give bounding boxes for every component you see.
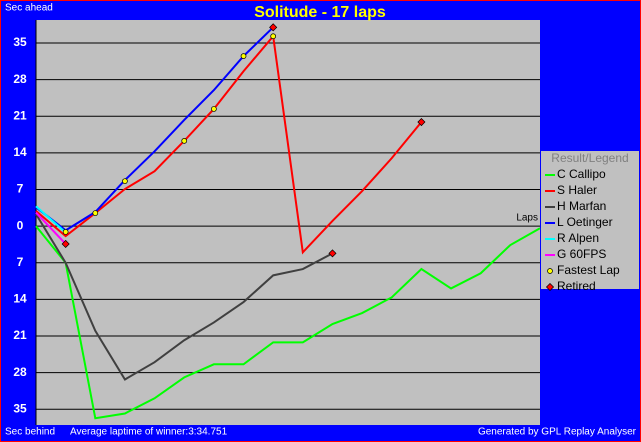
y-tick-label: 28 <box>13 365 27 379</box>
legend-label: G 60FPS <box>557 247 606 261</box>
legend-swatch <box>547 268 553 274</box>
retired-marker <box>61 239 70 248</box>
legend-box <box>541 151 639 289</box>
y-tick-label: 7 <box>17 182 24 196</box>
plot-area <box>36 20 540 425</box>
y-tick-label: 21 <box>13 108 27 122</box>
legend-title: Result/Legend <box>551 151 628 165</box>
retired-marker <box>417 118 426 127</box>
fastest-lap-marker <box>240 53 247 59</box>
legend-label: R Alpen <box>557 231 599 245</box>
y-tick-label: 0 <box>17 218 24 232</box>
y-tick-label: 35 <box>13 35 27 49</box>
series-line <box>35 205 67 234</box>
series-line <box>35 26 274 232</box>
footer-left: Average laptime of winner:3:34.751 <box>70 427 228 438</box>
y-label-top: Sec ahead <box>5 3 53 14</box>
fastest-lap-marker <box>211 106 217 112</box>
series-line <box>35 225 541 420</box>
series-line <box>35 213 333 381</box>
fastest-lap-marker <box>270 33 277 40</box>
x-axis-label: Laps <box>516 213 538 224</box>
y-label-bottom: Sec behind <box>5 427 55 438</box>
legend-label: S Haler <box>557 183 597 197</box>
y-tick-label: 28 <box>13 72 27 86</box>
fastest-lap-marker <box>62 229 69 235</box>
fastest-lap-marker <box>122 178 128 185</box>
footer-right: Generated by GPL Replay Analyser <box>478 427 637 438</box>
legend-label: L Oetinger <box>557 215 613 229</box>
y-tick-label: 21 <box>13 328 27 342</box>
y-tick-label: 14 <box>13 145 27 159</box>
legend-swatch <box>545 282 555 292</box>
series-line <box>35 211 67 245</box>
chart-title: Solitude - 17 laps <box>254 4 386 21</box>
legend-label: C Callipo <box>557 167 606 181</box>
y-tick-label: 14 <box>13 292 27 306</box>
legend-label: Fastest Lap <box>557 263 620 277</box>
retired-marker <box>328 249 337 258</box>
y-tick-label: 35 <box>13 401 27 415</box>
retired-marker <box>269 23 278 32</box>
legend-label: H Marfan <box>557 199 606 213</box>
legend-label: Retired <box>557 279 596 293</box>
fastest-lap-marker <box>181 138 188 144</box>
series-line <box>35 33 423 255</box>
fastest-lap-marker <box>92 210 99 216</box>
y-tick-label: 7 <box>17 255 24 269</box>
